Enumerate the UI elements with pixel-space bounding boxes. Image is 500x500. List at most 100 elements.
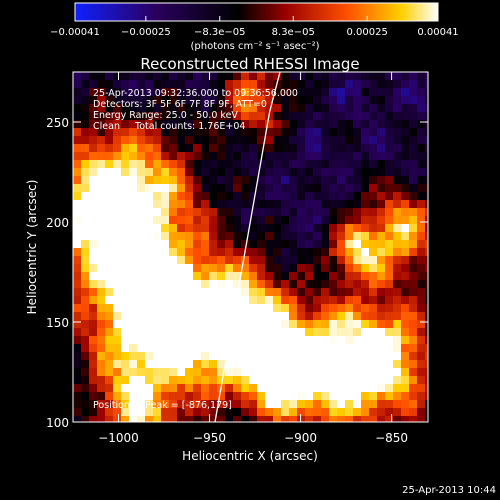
heatmap-cell xyxy=(305,128,314,137)
heatmap-cell xyxy=(225,328,234,337)
heatmap-cell xyxy=(217,408,226,417)
heatmap-cell xyxy=(161,344,170,353)
heatmap-cell xyxy=(185,184,194,193)
heatmap-cell xyxy=(353,248,362,257)
heatmap-cell xyxy=(89,144,98,153)
heatmap-cell xyxy=(353,216,362,225)
heatmap-cell xyxy=(121,240,130,249)
heatmap-cell xyxy=(273,128,282,137)
heatmap-cell xyxy=(137,88,146,97)
heatmap-cell xyxy=(225,304,234,313)
heatmap-cell xyxy=(353,240,362,249)
heatmap-cell xyxy=(345,96,354,105)
heatmap-cell xyxy=(233,384,242,393)
heatmap-cell xyxy=(281,408,290,417)
heatmap-cell xyxy=(233,136,242,145)
heatmap-cell xyxy=(225,144,234,153)
heatmap-cell xyxy=(353,168,362,177)
heatmap-cell xyxy=(385,272,394,281)
heatmap-cell xyxy=(129,352,138,361)
heatmap-cell xyxy=(369,256,378,265)
heatmap-cell xyxy=(297,264,306,273)
heatmap-cell xyxy=(401,280,410,289)
heatmap-cell xyxy=(289,376,298,385)
heatmap-cell xyxy=(161,224,170,233)
heatmap-cell xyxy=(337,360,346,369)
heatmap-cell xyxy=(225,408,234,417)
colorbar-ticks: −0.00041 −0.00025 −8.3e−05 8.3e−05 0.00025 0.… xyxy=(50,16,459,38)
heatmap-cell xyxy=(409,192,418,201)
heatmap-cell xyxy=(321,168,330,177)
heatmap-cell xyxy=(329,168,338,177)
heatmap-cell xyxy=(177,120,186,129)
heatmap-cell xyxy=(217,200,226,209)
heatmap-cell xyxy=(209,328,218,337)
heatmap-cell xyxy=(145,112,154,121)
heatmap-cell xyxy=(233,352,242,361)
heatmap-cell xyxy=(305,120,314,129)
heatmap-cell xyxy=(369,296,378,305)
heatmap-cell xyxy=(177,280,186,289)
heatmap-cell xyxy=(145,216,154,225)
heatmap-cell xyxy=(137,320,146,329)
heatmap-cell xyxy=(409,416,418,422)
heatmap-cell xyxy=(329,152,338,161)
heatmap-cell xyxy=(89,408,98,417)
heatmap-cell xyxy=(193,384,202,393)
heatmap-cell xyxy=(177,184,186,193)
heatmap-cell xyxy=(201,296,210,305)
heatmap-cell xyxy=(321,144,330,153)
heatmap-cell xyxy=(345,400,354,409)
heatmap-cell xyxy=(121,168,130,177)
heatmap-cell xyxy=(401,112,410,121)
heatmap-cell xyxy=(225,112,234,121)
heatmap-cell xyxy=(417,408,426,417)
heatmap-cell xyxy=(257,288,266,297)
heatmap-cell xyxy=(105,248,114,257)
heatmap-cell xyxy=(401,176,410,185)
heatmap-cell xyxy=(393,384,402,393)
heatmap-cell xyxy=(249,280,258,289)
heatmap-cell xyxy=(185,88,194,97)
heatmap-cell xyxy=(137,384,146,393)
heatmap-cell xyxy=(177,304,186,313)
heatmap-cell xyxy=(193,192,202,201)
heatmap-cell xyxy=(257,400,266,409)
heatmap-cell xyxy=(121,416,130,422)
heatmap-cell xyxy=(361,88,370,97)
heatmap-cell xyxy=(281,400,290,409)
heatmap-cell xyxy=(185,288,194,297)
heatmap-cell xyxy=(89,184,98,193)
heatmap-cell xyxy=(177,232,186,241)
solar-limb-curve xyxy=(214,72,281,422)
heatmap-cell xyxy=(73,408,82,417)
heatmap-cell xyxy=(121,352,130,361)
heatmap-cell xyxy=(385,144,394,153)
heatmap-cell xyxy=(153,280,162,289)
heatmap-cell xyxy=(289,280,298,289)
heatmap-cell xyxy=(113,320,122,329)
heatmap-cell xyxy=(129,216,138,225)
heatmap-cell xyxy=(273,416,282,422)
heatmap-cell xyxy=(161,272,170,281)
heatmap-cell xyxy=(425,304,428,313)
heatmap-cell xyxy=(177,208,186,217)
heatmap-cell xyxy=(113,216,122,225)
heatmap-cell xyxy=(337,104,346,113)
heatmap-cell xyxy=(217,328,226,337)
heatmap-cell xyxy=(409,400,418,409)
heatmap-cell xyxy=(273,160,282,169)
heatmap-cell xyxy=(105,240,114,249)
heatmap-cell xyxy=(201,392,210,401)
heatmap-cell xyxy=(81,352,90,361)
heatmap-cell xyxy=(265,248,274,257)
heatmap-cell xyxy=(265,336,274,345)
heatmap-cell xyxy=(185,120,194,129)
heatmap-cell xyxy=(129,264,138,273)
heatmap-cell xyxy=(185,104,194,113)
heatmap-cell xyxy=(385,160,394,169)
heatmap-cell xyxy=(289,216,298,225)
heatmap-cell xyxy=(289,136,298,145)
heatmap-cell xyxy=(113,360,122,369)
heatmap-cell xyxy=(241,384,250,393)
